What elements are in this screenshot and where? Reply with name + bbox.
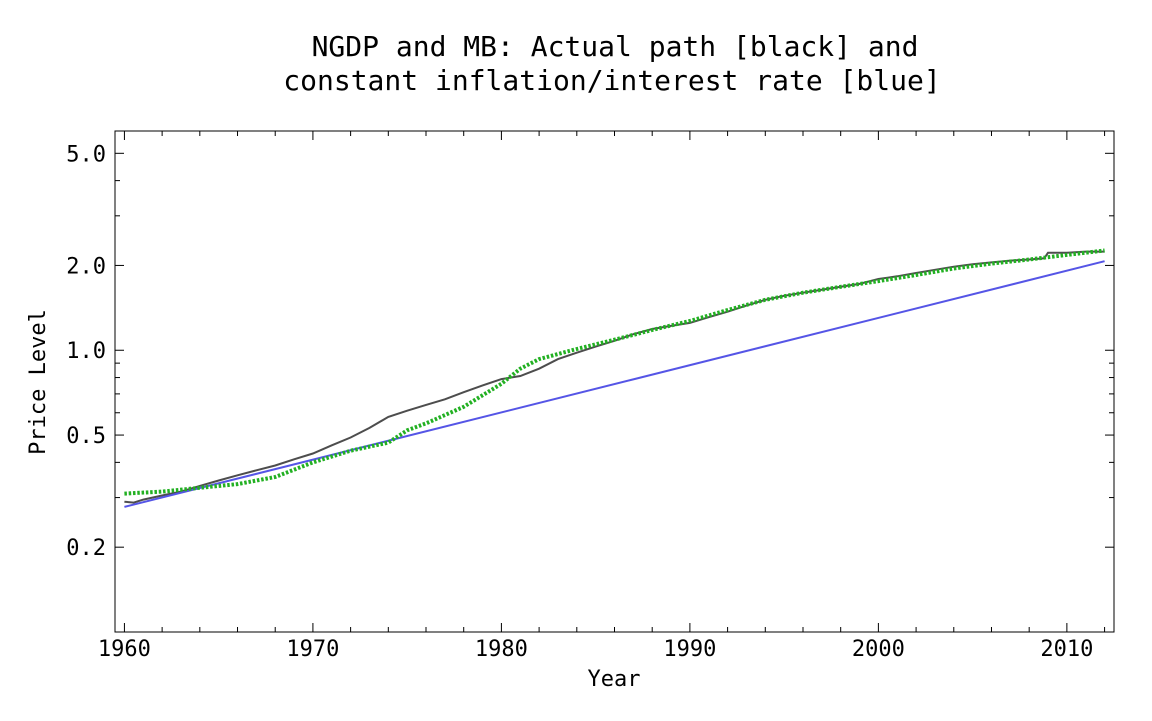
y-tick-label: 2.0 <box>66 254 106 279</box>
chart-title-line-1: NGDP and MB: Actual path [black] and <box>312 30 919 63</box>
series-mb-dotted-line <box>124 248 1105 496</box>
x-tick-label: 1990 <box>663 637 716 662</box>
series-group <box>124 248 1105 508</box>
x-tick-label: 1970 <box>286 637 339 662</box>
x-axis-label: Year <box>588 667 641 692</box>
x-tick-label: 2000 <box>852 637 905 662</box>
y-tick-label: 1.0 <box>66 339 106 364</box>
x-tick-label: 1960 <box>98 637 151 662</box>
series-actual-ngdp-line <box>124 250 1105 504</box>
y-axis: 0.2 0.5 1.0 2.0 5.0 <box>66 130 1114 633</box>
y-axis-label: Price Level <box>26 309 51 455</box>
plot-frame <box>114 130 1115 633</box>
y-tick-label: 0.2 <box>66 536 106 561</box>
chart-title-line-2: constant inflation/interest rate [blue] <box>283 64 940 97</box>
y-tick-label: 0.5 <box>66 424 106 449</box>
y-tick-label: 5.0 <box>66 142 106 167</box>
x-axis: 1960 1970 1980 1990 2000 2010 <box>98 131 1106 662</box>
x-tick-label: 1980 <box>475 637 528 662</box>
x-tick-label: 2010 <box>1040 637 1093 662</box>
series-constant-rate-line <box>124 260 1105 508</box>
